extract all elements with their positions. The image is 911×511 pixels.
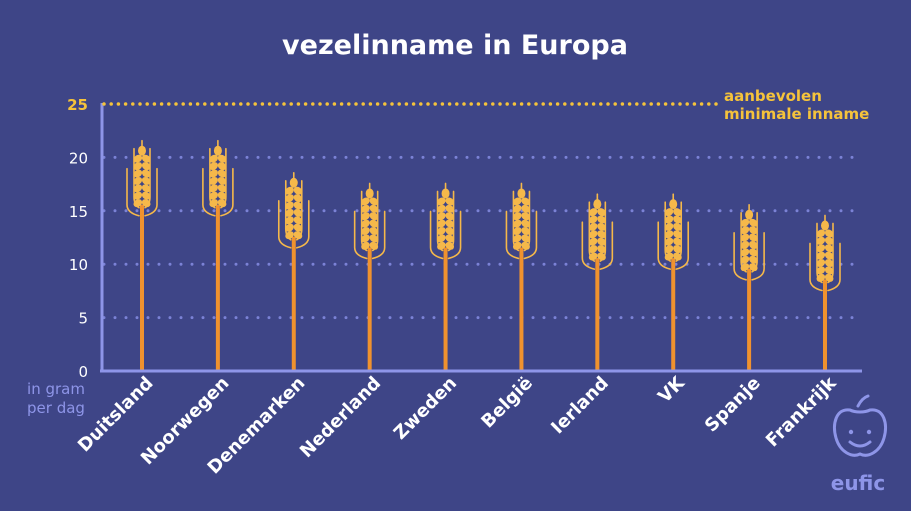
y-tick-label: 0 xyxy=(78,363,88,381)
bar-grains xyxy=(437,188,455,250)
reference-value-label: 25 xyxy=(67,96,88,114)
bar xyxy=(733,204,765,371)
bar xyxy=(429,182,462,371)
bar-grains xyxy=(361,188,379,250)
bar-grains xyxy=(285,177,303,240)
bar-grains xyxy=(816,220,834,282)
y-unit-line-1: in gram xyxy=(27,380,85,398)
bar-grains xyxy=(209,145,227,208)
y-tick-label: 5 xyxy=(78,310,88,328)
bar xyxy=(277,171,310,371)
x-tick-label: Spanje xyxy=(701,373,765,437)
y-unit-line-2: per dag xyxy=(27,399,85,417)
bar xyxy=(202,139,234,371)
bar xyxy=(657,193,690,371)
x-tick-label: Nederland xyxy=(296,373,385,462)
x-tick-label: Duitsland xyxy=(74,373,158,457)
bars xyxy=(126,139,841,371)
chart-title: vezelinname in Europa xyxy=(282,30,628,61)
x-tick-label: Ierland xyxy=(547,373,613,439)
bar xyxy=(505,182,538,371)
logo-text: eufic xyxy=(831,471,885,495)
bar-grains xyxy=(512,188,530,250)
y-tick-label: 20 xyxy=(69,149,88,167)
eufic-logo: eufic xyxy=(831,394,887,495)
bar xyxy=(126,139,158,371)
y-tick-label: 10 xyxy=(69,256,88,274)
bar-grains xyxy=(740,209,758,272)
x-tick-label: België xyxy=(477,373,537,433)
x-tick-label: VK xyxy=(654,372,689,407)
reference-label-line-2: minimale inname xyxy=(724,105,869,123)
x-tick-label: Frankrijk xyxy=(762,372,841,451)
bar-grains xyxy=(664,199,682,261)
reference-line-group: 25 aanbevolen minimale inname xyxy=(67,87,869,123)
bar-grains xyxy=(133,145,151,208)
bar xyxy=(581,193,614,371)
x-tick-label: Zweden xyxy=(390,373,461,444)
apple-face-icon xyxy=(833,394,887,457)
bar xyxy=(353,182,386,371)
y-tick-label: 15 xyxy=(69,203,88,221)
bar xyxy=(809,214,841,371)
y-axis-ticks: 0 5 10 15 20 xyxy=(69,149,88,381)
reference-label-line-1: aanbevolen xyxy=(724,87,822,105)
bar-grains xyxy=(588,199,606,261)
